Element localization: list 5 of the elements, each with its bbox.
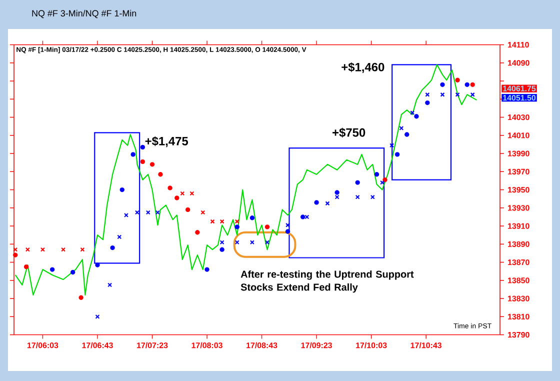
annotation: +$1,460	[342, 62, 384, 74]
annotation: After re-testing the Uptrend Support Stocks Extend Fed Rally	[240, 270, 414, 293]
chart-title: NQ #F 3-Min/NQ #F 1-Min	[32, 10, 136, 18]
annotation: +$750	[332, 128, 366, 138]
annotation: +$1,475	[145, 136, 188, 148]
